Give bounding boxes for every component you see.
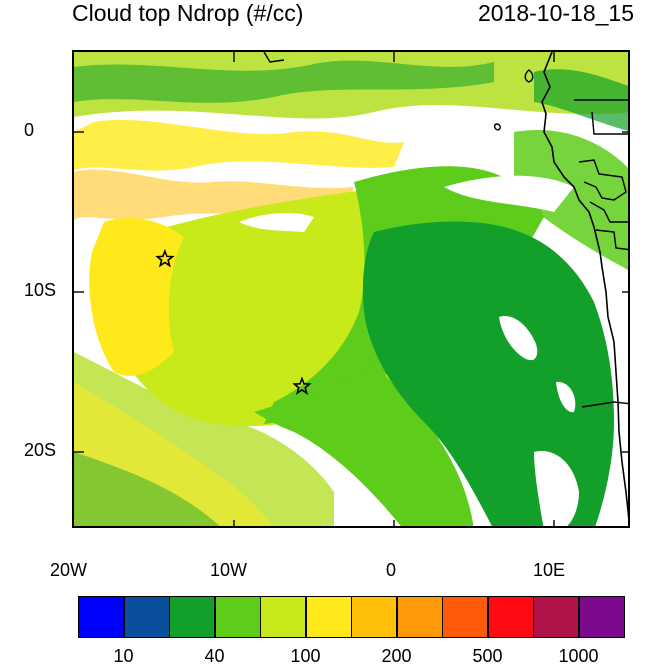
x-tick-label: 10E	[533, 560, 566, 580]
x-tick-label: 10W	[210, 560, 248, 580]
map-panel	[72, 50, 630, 528]
colorbar-label: 200	[381, 646, 412, 666]
location-markers	[155, 248, 312, 395]
star-marker-1	[155, 248, 175, 268]
map-title: Cloud top Ndrop (#/cc)	[72, 0, 304, 26]
x-tick-label: 20W	[50, 560, 88, 580]
colorbar-swatch	[396, 596, 443, 638]
colorbar-swatch	[78, 596, 124, 638]
colorbar-swatch	[533, 596, 579, 638]
colorbar-swatch	[123, 596, 170, 638]
star-marker-2	[292, 376, 312, 395]
x-tick-label: 0	[386, 560, 397, 580]
colorbar-swatch	[169, 596, 215, 638]
y-tick-label: 20S	[24, 440, 57, 460]
colorbar-swatch	[487, 596, 534, 638]
colorbar-label: 1000	[558, 646, 599, 666]
map-ticks	[74, 52, 628, 526]
y-tick-label: 0	[24, 120, 35, 140]
colorbar-label: 40	[204, 646, 225, 666]
colorbar-swatch	[578, 596, 625, 638]
colorbar-swatch	[305, 596, 352, 638]
colorbar-label: 500	[472, 646, 503, 666]
colorbar-swatch	[260, 596, 306, 638]
map-canvas	[74, 52, 628, 526]
colorbar-swatch	[442, 596, 488, 638]
colorbar-label: 10	[113, 646, 134, 666]
colorbar-label: 100	[290, 646, 321, 666]
y-tick-label: 10S	[24, 280, 57, 300]
colorbar-swatch	[351, 596, 397, 638]
colorbar-swatch	[214, 596, 261, 638]
map-datetime: 2018-10-18_15	[477, 0, 634, 26]
